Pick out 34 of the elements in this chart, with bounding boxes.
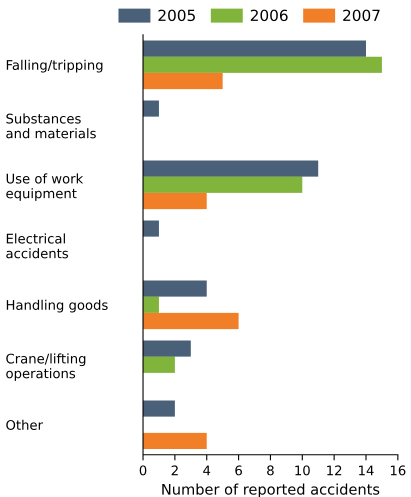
bar [143,176,302,193]
x-tick-label: 12 [327,465,342,476]
x-tick-label: 4 [203,466,210,476]
bar [143,192,207,210]
y-tick-label: Use of work equipment [6,173,84,201]
y-tick-label: Crane/lifting operations [6,353,86,381]
bar [143,432,207,450]
x-tick-label: 8 [267,465,274,476]
bar [143,56,382,73]
x-tick-label: 0 [140,465,146,476]
bar [143,160,318,177]
y-tick-label: Substances and materials [6,113,96,138]
bar [143,220,159,237]
bar [143,400,175,417]
legend-label: 2007 [343,10,380,22]
bar [143,312,239,330]
x-tick-label: 16 [390,465,406,476]
y-tick-label: Handling goods [6,300,108,313]
legend-label: 2006 [250,10,288,22]
y-tick-label: Other [6,420,43,430]
y-tick-label: Electrical accidents [6,233,68,258]
bar [143,100,159,117]
bar [143,340,191,357]
bar [143,296,159,313]
bar [143,356,175,373]
y-tick-label: Falling/tripping [6,60,102,73]
bar [143,40,366,57]
x-tick-label: 2 [172,465,178,476]
x-tick-label: 14 [359,466,374,476]
legend-label: 2005 [158,10,195,22]
bar [143,72,223,90]
x-tick-label: 10 [295,465,310,476]
bar [143,280,207,297]
x-tick-label: 6 [235,465,242,476]
